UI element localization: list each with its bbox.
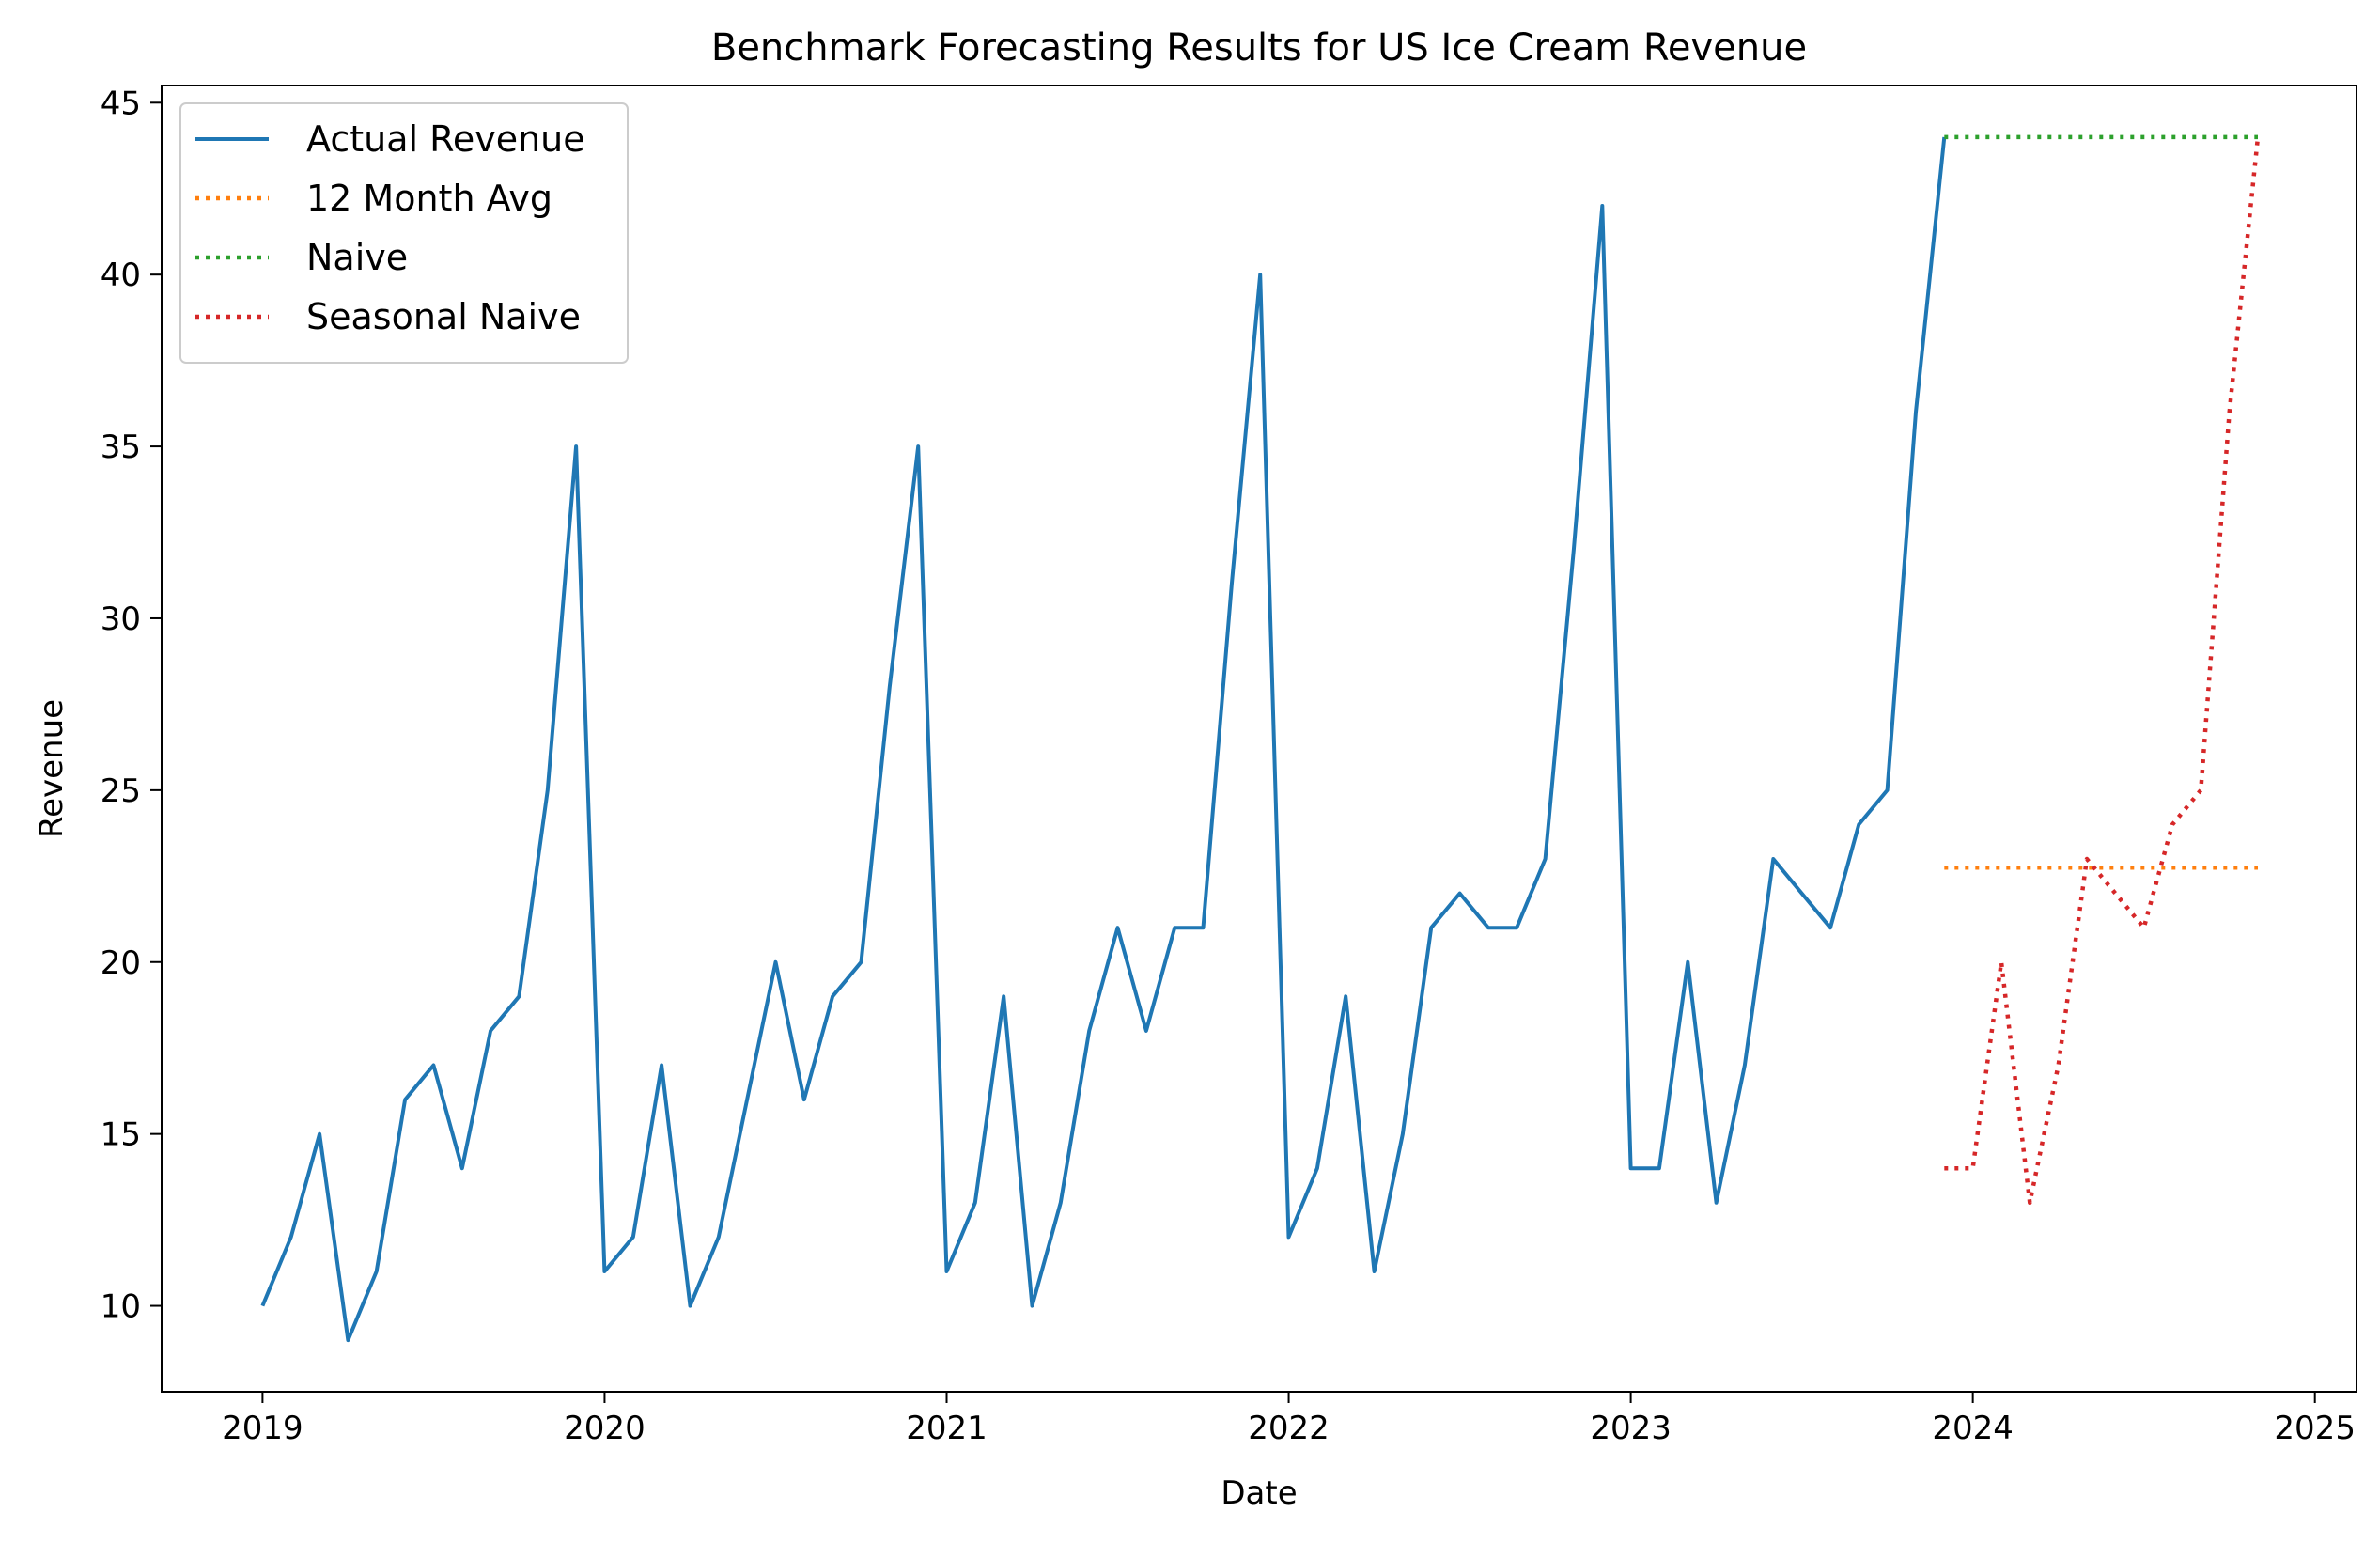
- x-tick-label: 2023: [1590, 1410, 1672, 1447]
- series-line-seasonal-naive: [1944, 136, 2261, 1206]
- legend-label-naive: Naive: [306, 237, 408, 278]
- x-tick-label: 2025: [2274, 1410, 2356, 1447]
- plot-area: [260, 134, 2261, 1343]
- x-tick-label: 2019: [222, 1410, 303, 1447]
- y-axis-ticks: 10 15 20 25 30 35 40 45: [101, 85, 162, 1326]
- y-tick-label: 10: [101, 1288, 141, 1326]
- x-tick-label: 2021: [906, 1410, 988, 1447]
- legend-label-12-month-avg: 12 Month Avg: [306, 178, 552, 219]
- y-tick-label: 20: [101, 944, 141, 982]
- y-tick-label: 30: [101, 600, 141, 638]
- x-tick-label: 2022: [1248, 1410, 1330, 1447]
- x-tick-label: 2020: [564, 1410, 646, 1447]
- y-tick-label: 45: [101, 85, 141, 122]
- y-tick-label: 25: [101, 772, 141, 810]
- legend: Actual Revenue 12 Month Avg Naive Seasonal …: [179, 102, 629, 364]
- series-line-actual-revenue: [260, 136, 1947, 1343]
- y-tick-label: 15: [101, 1116, 141, 1154]
- legend-box: [179, 102, 629, 364]
- chart-title: Benchmark Forecasting Results for US Ice…: [711, 26, 1807, 70]
- x-axis-label: Date: [1221, 1474, 1297, 1512]
- legend-label-actual-revenue: Actual Revenue: [306, 118, 585, 160]
- x-tick-label: 2024: [1932, 1410, 2014, 1447]
- y-tick-label: 35: [101, 429, 141, 466]
- y-axis-label: Revenue: [33, 699, 70, 838]
- y-tick-label: 40: [101, 257, 141, 294]
- x-axis-ticks: 2019 2020 2021 2022 2023 2024 2025: [222, 1392, 2356, 1447]
- plot-frame: [161, 85, 2357, 1393]
- legend-label-seasonal-naive: Seasonal Naive: [306, 296, 581, 337]
